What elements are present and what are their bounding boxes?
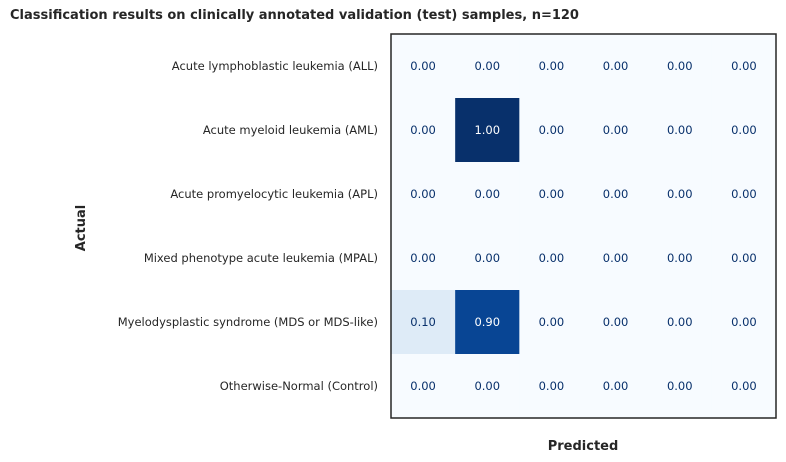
heatmap-cell [583,162,649,227]
heatmap-cell [583,34,649,99]
heatmap-cell-value: 0.00 [667,123,693,137]
heatmap-cell [519,290,584,355]
heatmap-cell [711,162,777,227]
heatmap-cell [647,34,713,99]
heatmap-cell [455,98,520,163]
heatmap-cell [391,162,456,227]
row-tick-label: Myelodysplastic syndrome (MDS or MDS-lik… [118,315,378,329]
heatmap-cell [519,226,584,291]
heatmap-cell-value: 0.00 [474,379,500,393]
heatmap-cell-value: 0.00 [731,251,757,265]
heatmap-cells [391,34,777,419]
heatmap-cell [583,290,649,355]
heatmap-cell-labels: 0.00 0.00 0.00 0.00 0.00 0.00 0.00 1.00 0.00 0.00… [410,59,756,393]
heatmap-cell-value: 0.00 [410,251,436,265]
row-labels: Acute lymphoblastic leukemia (ALL) Acute … [118,59,378,393]
heatmap-cell [583,354,649,419]
heatmap-cell [455,290,520,355]
heatmap-cell-value: 0.00 [603,315,629,329]
heatmap-cell-value: 0.00 [603,59,629,73]
heatmap-cell-value: 0.00 [474,59,500,73]
heatmap-cell-value: 0.00 [603,187,629,201]
heatmap-cell-value: 0.00 [539,59,565,73]
heatmap-cell-value: 0.00 [539,315,565,329]
heatmap-cell-value: 0.00 [667,59,693,73]
heatmap-cell [391,354,456,419]
heatmap-cell [583,226,649,291]
heatmap-cell [711,226,777,291]
heatmap-cell-value: 0.00 [410,187,436,201]
heatmap-cell [519,98,584,163]
heatmap-cell [455,354,520,419]
row-tick-label: Acute promyelocytic leukemia (APL) [170,187,378,201]
heatmap-cell-value: 0.00 [539,123,565,137]
heatmap-cell [647,290,713,355]
x-axis-title: Predicted [548,439,619,454]
heatmap-cell [391,98,456,163]
heatmap-cell [391,290,456,355]
heatmap-cell-value: 0.00 [667,315,693,329]
heatmap-cell [519,162,584,227]
heatmap-cell [647,98,713,163]
heatmap-cell-value: 0.00 [667,251,693,265]
heatmap-cell-value: 0.00 [539,379,565,393]
heatmap-cell-value: 0.00 [539,187,565,201]
heatmap-cell [391,34,456,99]
heatmap-cell [711,290,777,355]
heatmap-cell [455,162,520,227]
row-tick-label: Otherwise-Normal (Control) [220,379,378,393]
heatmap-cell [519,354,584,419]
heatmap-cell-value: 0.00 [474,251,500,265]
heatmap-cell-value: 0.00 [410,379,436,393]
heatmap-cell-value: 0.90 [474,315,500,329]
heatmap-cell-value: 0.00 [731,379,757,393]
heatmap-cell-value: 0.00 [731,187,757,201]
chart-title: Classification results on clinically ann… [10,8,579,23]
heatmap-cell-value: 0.00 [731,315,757,329]
heatmap-cell-value: 1.00 [474,123,500,137]
heatmap-cell-value: 0.00 [539,251,565,265]
heatmap-cell-value: 0.00 [410,59,436,73]
heatmap-cell [519,34,584,99]
heatmap-cell-value: 0.10 [410,315,436,329]
row-tick-label: Mixed phenotype acute leukemia (MPAL) [144,251,378,265]
heatmap-cell [455,226,520,291]
row-tick-label: Acute lymphoblastic leukemia (ALL) [172,59,378,73]
heatmap-cell [711,354,777,419]
row-tick-label: Acute myeloid leukemia (AML) [203,123,378,137]
heatmap-cell [391,226,456,291]
heatmap-cell-value: 0.00 [603,123,629,137]
heatmap-cell-value: 0.00 [731,59,757,73]
heatmap-cell-value: 0.00 [410,123,436,137]
heatmap-cell [647,354,713,419]
heatmap-cell-value: 0.00 [603,251,629,265]
y-axis-title: Actual [74,205,89,251]
heatmap-cell [711,34,777,99]
heatmap-cell [711,98,777,163]
heatmap-cell [647,162,713,227]
heatmap-cell [455,34,520,99]
heatmap-cell-value: 0.00 [731,123,757,137]
plot-frame [390,33,777,419]
heatmap-cell [583,98,649,163]
heatmap-cell-value: 0.00 [603,379,629,393]
heatmap-cell [647,226,713,291]
heatmap-cell-value: 0.00 [667,379,693,393]
heatmap-cell-value: 0.00 [667,187,693,201]
heatmap-cell-value: 0.00 [474,187,500,201]
